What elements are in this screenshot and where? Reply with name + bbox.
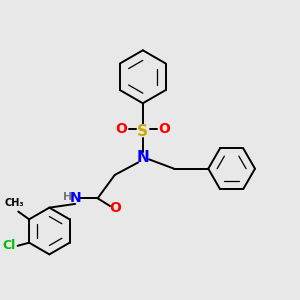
- Text: H: H: [63, 192, 72, 202]
- Text: O: O: [158, 122, 170, 136]
- Text: O: O: [109, 201, 121, 214]
- Text: O: O: [116, 122, 127, 136]
- Text: CH₃: CH₃: [5, 198, 24, 208]
- Text: N: N: [69, 191, 81, 205]
- Text: S: S: [137, 124, 148, 139]
- Text: N: N: [136, 150, 149, 165]
- Text: Cl: Cl: [3, 239, 16, 252]
